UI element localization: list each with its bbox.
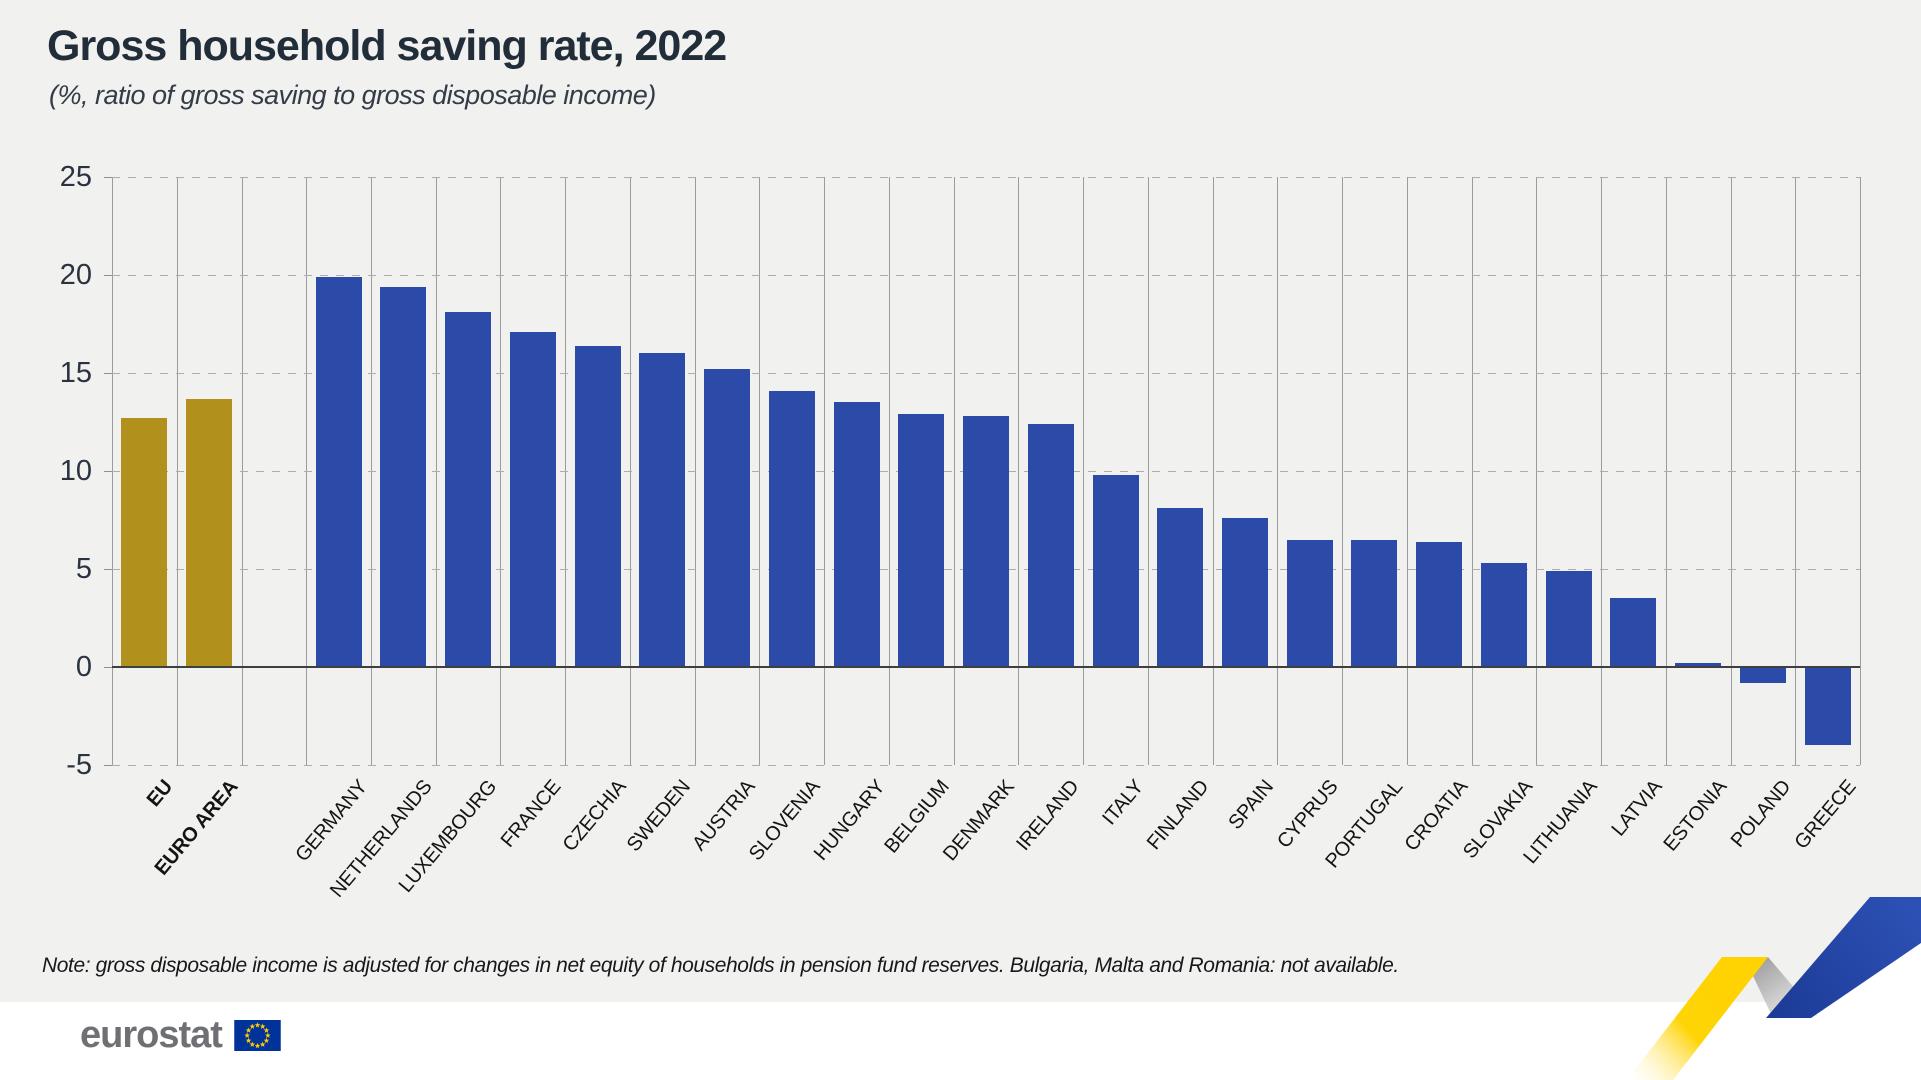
y-axis-tick <box>104 275 112 276</box>
flag-star <box>245 1037 252 1043</box>
bar-netherlands <box>380 286 427 667</box>
zero-axis-line <box>112 666 1860 668</box>
bar-cyprus <box>1286 539 1333 667</box>
bar-belgium <box>898 414 945 667</box>
flag-star <box>245 1026 252 1033</box>
flag-star <box>244 1032 250 1038</box>
flag-star <box>264 1032 271 1038</box>
bar-estonia <box>1675 663 1722 667</box>
x-axis-label-spain: SPAIN <box>1224 776 1278 834</box>
y-axis-tick <box>104 471 112 472</box>
x-axis-label-cyprus: CYPRUS <box>1273 776 1343 853</box>
gridline-y20 <box>112 275 1860 276</box>
bar-finland <box>1157 508 1204 667</box>
bar-poland <box>1739 667 1786 683</box>
bar-slovenia <box>768 390 815 667</box>
flag-star <box>249 1040 256 1047</box>
flag-star <box>263 1037 270 1043</box>
chart-title: Gross household saving rate, 2022 <box>47 22 727 70</box>
bar-ireland <box>1027 424 1074 667</box>
bar-euro-area <box>186 398 233 667</box>
bar-hungary <box>833 402 880 667</box>
y-axis-label: 20 <box>59 259 92 291</box>
bar-slovakia <box>1480 563 1527 667</box>
y-axis-label: 25 <box>59 161 92 193</box>
x-axis-label-czechia: CZECHIA <box>558 776 631 856</box>
y-axis-tick <box>104 667 112 668</box>
flag-star <box>259 1040 266 1047</box>
eu-flag-icon <box>234 1019 281 1051</box>
x-axis-label-poland: POLAND <box>1727 776 1796 852</box>
bar-czechia <box>574 345 621 667</box>
y-axis-label: 0 <box>75 651 92 683</box>
bar-denmark <box>963 416 1009 667</box>
x-axis-label-italy: ITALY <box>1098 776 1149 830</box>
eurostat-logo: eurostat <box>80 1016 281 1054</box>
bar-luxembourg <box>445 312 492 667</box>
bar-portugal <box>1351 539 1398 667</box>
flag-star <box>259 1023 266 1029</box>
bar-austria <box>704 369 750 667</box>
flag-star <box>263 1026 270 1033</box>
x-axis-label-france: FRANCE <box>497 776 566 852</box>
gridline-y15 <box>112 373 1860 374</box>
y-axis-label: 5 <box>75 553 92 585</box>
bar-sweden <box>639 353 686 667</box>
bar-greece <box>1804 667 1851 746</box>
x-axis-label-eu: EU <box>142 776 178 811</box>
bar-latvia <box>1610 598 1657 667</box>
y-axis-tick <box>104 177 112 178</box>
chart-subtitle: (%, ratio of gross saving to gross dispo… <box>49 80 656 110</box>
bar-germany <box>315 277 362 667</box>
y-axis-label: 10 <box>59 455 92 487</box>
x-axis-label-finland: FINLAND <box>1142 776 1214 855</box>
x-axis-label-sweden: SWEDEN <box>623 776 696 857</box>
y-axis-tick <box>104 765 112 766</box>
y-axis-tick <box>104 373 112 374</box>
flag-star <box>254 1021 261 1028</box>
column-separator-line <box>1860 177 1861 765</box>
y-axis-label: 15 <box>59 357 92 389</box>
y-axis-label: -5 <box>66 749 92 781</box>
x-axis-label-latvia: LATVIA <box>1607 776 1667 841</box>
bar-france <box>509 331 556 667</box>
gridline-y-5 <box>112 765 1860 766</box>
bar-eu <box>121 418 168 667</box>
bar-lithuania <box>1545 571 1592 667</box>
gridline-y25 <box>112 177 1860 178</box>
x-axis-label-greece: GREECE <box>1790 776 1861 854</box>
bar-italy <box>1092 474 1139 667</box>
footer-bar: eurostat <box>0 1002 1921 1080</box>
eurostat-logo-text: eurostat <box>80 1014 223 1056</box>
y-axis-tick <box>104 569 112 570</box>
x-axis-label-estonia: ESTONIA <box>1659 776 1731 856</box>
flag-star <box>249 1023 256 1029</box>
bar-spain <box>1222 518 1268 667</box>
x-axis-label-ireland: IRELAND <box>1012 776 1084 855</box>
flag-star <box>254 1042 261 1048</box>
bar-croatia <box>1416 541 1463 667</box>
footnote: Note: gross disposable income is adjuste… <box>42 954 1399 977</box>
